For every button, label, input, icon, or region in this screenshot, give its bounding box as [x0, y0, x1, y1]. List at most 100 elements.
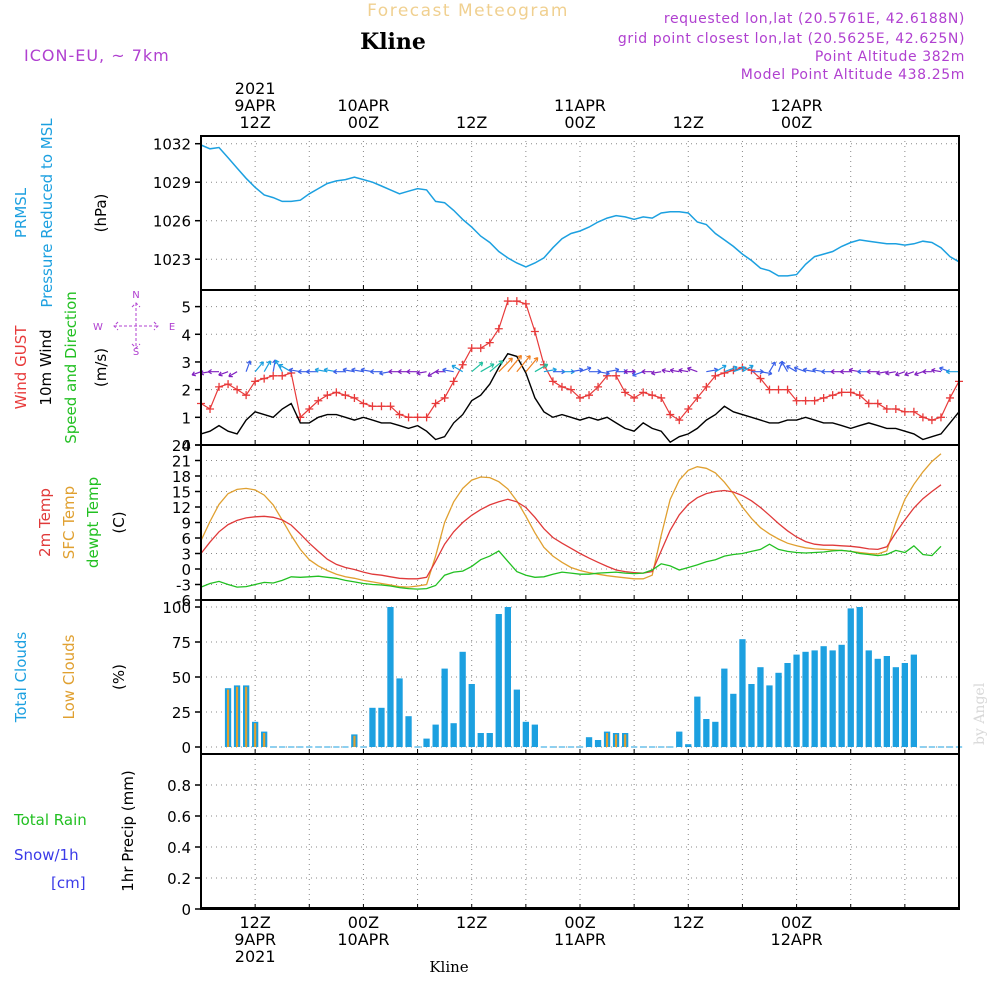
total-cloud-bar [802, 651, 809, 747]
point-altitude: Point Altitude 382m [815, 49, 965, 65]
wind-direction-arrow [724, 365, 738, 373]
pressure-axis-label: PRMSL [12, 187, 30, 238]
y-tick-label: 0 [181, 561, 191, 579]
gust-marker [260, 374, 269, 383]
top-time-label: 00Z [781, 113, 812, 132]
total-cloud-bar [730, 693, 737, 747]
wind-direction-arrow [207, 368, 219, 375]
gust-marker [512, 297, 521, 306]
top-time-label: 00Z [348, 113, 379, 132]
wind-frame [200, 289, 960, 446]
wind-direction-arrow [857, 369, 869, 375]
wind-direction-arrow [821, 369, 833, 375]
wind-direction-arrow [687, 366, 698, 373]
gust-marker [206, 405, 215, 414]
top-time-label: 12Z [456, 113, 487, 132]
gust-marker [756, 374, 765, 383]
gust-marker [612, 371, 621, 380]
gust-marker [774, 385, 783, 394]
gust-marker [927, 416, 936, 425]
total-cloud-bar [585, 737, 593, 747]
gust-marker [639, 388, 648, 397]
gust-marker [557, 382, 566, 391]
requested-coords: requested lon,lat (20.5761E, 42.6188N) [664, 11, 965, 27]
wind-direction-arrow [661, 368, 671, 374]
total-cloud-bar [901, 663, 908, 747]
wind-direction-arrow [785, 365, 797, 373]
wind-direction-arrow [632, 371, 644, 377]
total-cloud-bar [874, 658, 881, 747]
gust-marker [278, 371, 287, 380]
gust-marker [585, 391, 594, 400]
total-cloud-bar [766, 685, 773, 747]
clouds-panel: 0 25 50 75 100 Total Clouds Low Clouds (%) [12, 599, 963, 757]
wind-direction-arrow [278, 363, 292, 373]
wind-direction-arrow [305, 368, 319, 375]
gust-marker [621, 388, 630, 397]
bottom-time-label: 00Z [564, 913, 595, 932]
wind-direction-arrow [641, 368, 653, 375]
y-tick-label: 100 [162, 599, 191, 617]
gust-marker [684, 405, 693, 414]
gust-marker [936, 413, 945, 422]
clouds-axis-label: Total Clouds [12, 632, 30, 724]
gust-marker [404, 413, 413, 422]
wind-direction-arrow [895, 371, 906, 377]
gust-marker [846, 388, 855, 397]
gust-marker [864, 399, 873, 408]
wind-direction-arrow [451, 364, 464, 373]
gust-marker [765, 385, 774, 394]
wind-direction-arrow [218, 371, 229, 377]
gust-marker [395, 410, 404, 419]
gust-marker [368, 402, 377, 411]
total-cloud-bar [739, 639, 746, 747]
wind-direction-arrow [471, 361, 484, 373]
model-label: ICON-EU, ~ 7km [24, 46, 170, 65]
gust-marker [810, 396, 819, 405]
wind-direction-arrow [597, 370, 610, 376]
total-cloud-bar [820, 646, 827, 747]
total-cloud-bar [387, 607, 394, 747]
total-cloud-bar [721, 668, 728, 747]
total-cloud-bar [513, 689, 520, 747]
wind-direction-arrow [904, 371, 915, 377]
gust-marker [900, 407, 909, 416]
top-time-label: 12Z [673, 113, 704, 132]
total-cloud-bar [369, 707, 376, 747]
compass-icon: N S W E [93, 290, 175, 358]
wind-direction-arrow [274, 359, 283, 372]
gust-marker [630, 393, 639, 402]
wind-axis-label: Wind GUST [12, 325, 30, 410]
gust-marker [720, 369, 729, 378]
compass-w: W [93, 322, 103, 333]
gust-marker [530, 327, 539, 336]
total-cloud-bar [856, 607, 863, 747]
gust-marker [576, 393, 584, 402]
gust-marker [792, 396, 801, 405]
wind-direction-arrow [388, 368, 400, 375]
wind-axis-label: (m/s) [92, 348, 110, 387]
wind-direction-arrow [263, 360, 272, 372]
gust-marker [422, 413, 431, 422]
wind-direction-arrow [498, 357, 513, 373]
gust-marker [945, 393, 954, 402]
total-cloud-bar [685, 744, 692, 747]
wind-direction-arrow [228, 371, 238, 378]
bottom-time-label: 00Z [348, 913, 379, 932]
total-cloud-bar [712, 721, 719, 747]
wind-direction-arrow [914, 371, 924, 377]
gust-marker [332, 388, 341, 397]
top-time-label: 2021 [235, 79, 276, 98]
gust-marker [918, 413, 927, 422]
chart-title: Forecast Meteogram [367, 1, 569, 21]
wind-direction-arrow [830, 368, 842, 375]
compass-arrows [113, 302, 159, 349]
total-cloud-bar [441, 668, 448, 747]
wind-direction-arrow [579, 366, 592, 373]
y-tick-label: 4 [181, 326, 191, 344]
wind-direction-arrow [369, 368, 382, 375]
total-cloud-bar [522, 721, 529, 747]
gust-marker [801, 396, 810, 405]
top-time-label: 11APR [554, 96, 606, 115]
gust-marker [837, 388, 846, 397]
